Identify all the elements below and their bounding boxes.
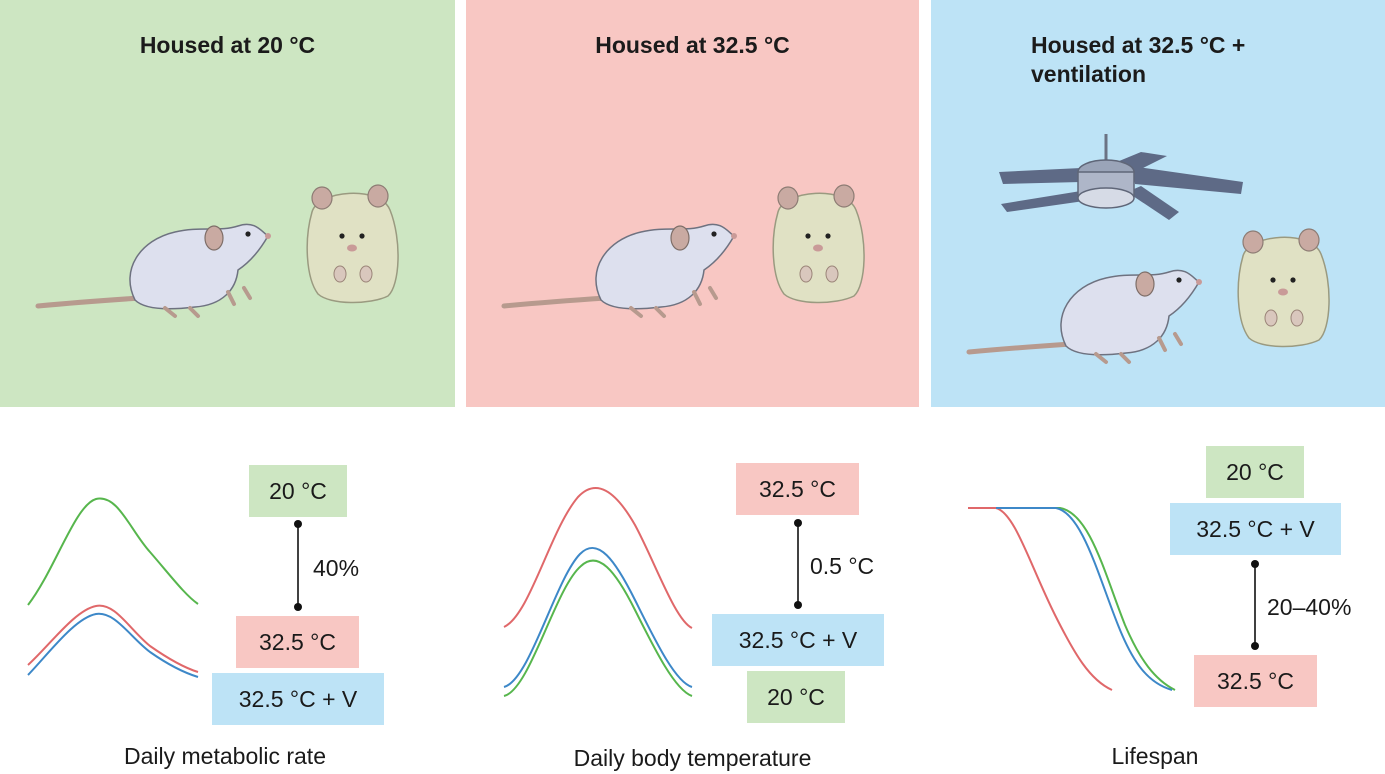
metabolic-label-32-5c: 32.5 °C (236, 616, 359, 668)
hamster-icon (1237, 228, 1330, 348)
metabolic-curves (27, 497, 199, 678)
body-temp-bracket (794, 519, 802, 609)
lifespan-label-32-5c: 32.5 °C (1194, 655, 1317, 707)
panel-title-32-5: Housed at 32.5 °C (595, 32, 790, 58)
lifespan-curve-20c (996, 507, 1176, 691)
lifespan-bracket (1251, 560, 1259, 650)
ceiling-fan-icon (999, 134, 1243, 220)
mouse-icon (35, 223, 271, 318)
mouse-icon (501, 223, 737, 318)
metabolic-curve-32-5c-v (27, 612, 199, 678)
panel-title-line-1: Housed at 32.5 °C + (1031, 32, 1246, 58)
metabolic-caption: Daily metabolic rate (124, 743, 326, 769)
panel-20-art (35, 184, 399, 318)
body-temp-label-32-5c: 32.5 °C (736, 463, 859, 515)
panel-32-5-art (501, 184, 865, 318)
body-temp-curve-32-5c-v (503, 547, 693, 688)
lifespan-difference: 20–40% (1267, 594, 1352, 620)
metabolic-difference: 40% (313, 555, 360, 581)
body-temp-curve-20c (503, 559, 693, 697)
metabolic-curve-32-5c (27, 604, 199, 673)
lifespan-label-32-5c-v: 32.5 °C + V (1170, 503, 1341, 555)
metabolic-bracket (294, 520, 302, 611)
lifespan-curve-32-5c-v (996, 507, 1173, 691)
panel-ventilation-art (966, 134, 1330, 364)
body-temp-curve-32-5c (503, 487, 693, 629)
hamster-icon (306, 184, 399, 304)
panel-title-20: Housed at 20 °C (139, 32, 316, 58)
metabolic-label-32-5c-v: 32.5 °C + V (212, 673, 384, 725)
body-temp-difference: 0.5 °C (810, 553, 875, 579)
lifespan-label-20c: 20 °C (1206, 446, 1304, 498)
mouse-icon (966, 269, 1202, 364)
body-temp-caption: Daily body temperature (573, 745, 812, 771)
hamster-icon (772, 184, 865, 304)
panel-title-line-2: ventilation (1031, 61, 1147, 87)
metabolic-label-20c: 20 °C (249, 465, 347, 517)
body-temp-curves (503, 487, 693, 697)
lifespan-curves (968, 507, 1176, 691)
panel-housed-32-5-ventilation: Housed at 32.5 °C + ventilation (931, 0, 1385, 407)
lifespan-caption: Lifespan (1111, 743, 1199, 769)
lifespan-curve-32-5c (968, 507, 1113, 691)
body-temp-label-20c: 20 °C (747, 671, 845, 723)
metabolic-curve-20c (27, 497, 199, 606)
body-temp-label-32-5c-v: 32.5 °C + V (712, 614, 884, 666)
panel-housed-20: Housed at 20 °C (0, 0, 455, 407)
panel-housed-32-5: Housed at 32.5 °C (466, 0, 919, 407)
panel-title-ventilation: Housed at 32.5 °C + ventilation (1031, 31, 1385, 89)
